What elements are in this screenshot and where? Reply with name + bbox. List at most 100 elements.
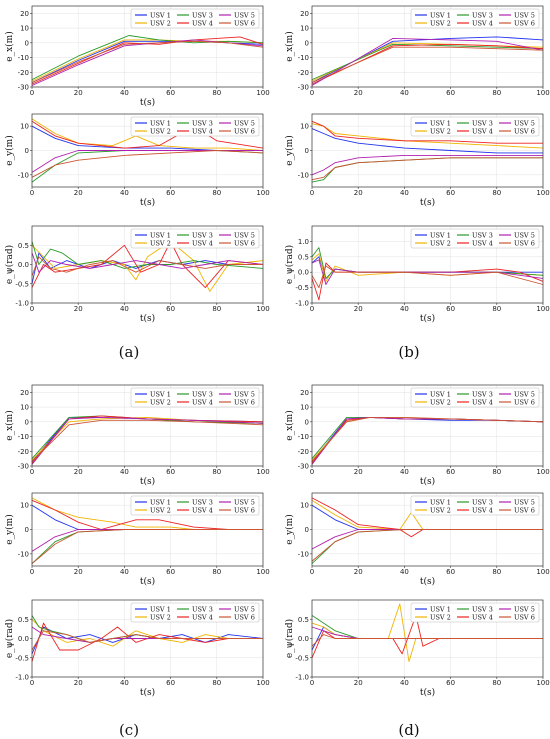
x-tick-label: 80 [212, 568, 221, 576]
series-line-usv6 [311, 634, 543, 647]
x-tick-label: 60 [166, 468, 175, 476]
x-tick-label: 100 [536, 89, 549, 97]
chart-c-8: 0 20 40 60 80 100 -10 0 10 USV 1 USV 3 USV 5 USV 2 US… [4, 492, 270, 587]
x-tick-label: 40 [400, 568, 409, 576]
y-axis-label: e_ψ(rad) [4, 245, 15, 284]
y-tick-label: -10 [18, 171, 29, 179]
chart-a-2: 0 20 40 60 80 100 -10 0 10 USV 1 USV 3 USV 5 USV 2 US… [4, 113, 270, 208]
x-tick-label: 100 [256, 189, 269, 197]
y-tick-label: -10 [298, 550, 309, 558]
legend-entry: USV 3 [472, 119, 493, 127]
series-line-usv3 [311, 43, 544, 81]
series-line-usv4 [31, 499, 263, 530]
y-axis-label: e_ψ(rad) [284, 245, 295, 284]
y-tick-label: 0.0 [298, 269, 309, 277]
legend-entry: USV 4 [472, 506, 493, 514]
legend-entry: USV 6 [514, 239, 535, 247]
x-tick-label: 0 [310, 568, 314, 576]
y-tick-label: 0.5 [18, 242, 29, 250]
y-axis-label: e_x(m) [284, 31, 295, 61]
x-tick-label: 40 [400, 305, 409, 313]
y-tick-label: 10 [300, 502, 309, 510]
legend-entry: USV 2 [150, 613, 171, 621]
plot-frame [31, 384, 264, 467]
legend-entry: USV 5 [234, 390, 255, 398]
legend-entry: USV 2 [150, 19, 171, 27]
x-tick-label: 40 [120, 305, 129, 313]
legend-entry: USV 1 [430, 498, 451, 506]
y-axis-label: e_ψ(rad) [4, 619, 15, 658]
x-axis-label: t(s) [140, 476, 155, 487]
series-line-usv6 [31, 150, 264, 178]
series-line-usv5 [311, 626, 543, 639]
series-line-usv2 [31, 39, 264, 82]
y-tick-label: 20 [300, 10, 309, 18]
legend-entry: USV 4 [472, 127, 493, 135]
legend-entry: USV 3 [192, 605, 213, 613]
y-tick-label: 0 [25, 147, 29, 155]
legend-entry: USV 1 [430, 390, 451, 398]
x-tick-label: 100 [536, 468, 549, 476]
x-axis-label: t(s) [140, 687, 155, 698]
x-axis-label: t(s) [420, 687, 435, 698]
y-tick-label: 10 [20, 123, 29, 131]
legend-entry: USV 1 [150, 605, 171, 613]
x-tick-label: 60 [166, 305, 175, 313]
legend-entry: USV 2 [150, 127, 171, 135]
legend-entry: USV 6 [234, 506, 255, 514]
legend-entry: USV 2 [150, 398, 171, 406]
y-tick-label: 10 [300, 404, 309, 412]
series-line-usv2 [31, 240, 264, 292]
x-tick-label: 40 [400, 89, 409, 97]
x-tick-label: 0 [310, 305, 314, 313]
y-tick-label: -0.5 [15, 280, 29, 288]
series-line-usv6 [31, 40, 264, 84]
series-line-usv6 [311, 416, 544, 462]
legend-entry: USV 2 [430, 19, 451, 27]
x-tick-label: 20 [74, 468, 83, 476]
y-tick-label: -10 [298, 54, 309, 62]
y-tick-label: -10 [18, 433, 29, 441]
legend-entry: USV 3 [472, 605, 493, 613]
series-line-usv3 [31, 150, 264, 183]
y-axis-label: e_y(m) [284, 514, 295, 544]
y-axis-label: e_ψ(rad) [284, 619, 295, 658]
x-axis-label: t(s) [140, 97, 155, 108]
x-axis-label: t(s) [420, 197, 435, 208]
panel-label-b: (b) [398, 343, 419, 361]
x-tick-label: 100 [536, 679, 549, 687]
legend-entry: USV 3 [472, 231, 493, 239]
chart-d-9: 0 20 40 60 80 100 -10 0 10 USV 1 USV 3 USV 5 USV 2 US… [284, 492, 550, 587]
x-tick-label: 100 [256, 305, 269, 313]
y-tick-label: 0.5 [298, 616, 309, 624]
y-tick-label: 0.5 [298, 253, 309, 261]
series-line-usv6 [311, 529, 543, 562]
y-tick-label: 10 [300, 25, 309, 33]
x-tick-label: 20 [74, 679, 83, 687]
x-tick-label: 40 [120, 468, 129, 476]
series-line-usv2 [311, 416, 544, 461]
y-tick-label: 20 [300, 389, 309, 397]
legend-entry: USV 6 [514, 613, 535, 621]
x-tick-label: 0 [30, 305, 34, 313]
y-tick-label: 1.0 [298, 238, 309, 246]
series-line-usv5 [31, 416, 264, 465]
y-tick-label: -0.5 [295, 284, 309, 292]
legend-entry: USV 6 [514, 19, 535, 27]
y-axis-label: e_x(m) [4, 410, 15, 440]
legend-entry: USV 2 [150, 506, 171, 514]
y-tick-label: -1.0 [15, 674, 29, 682]
legend-entry: USV 5 [514, 11, 535, 19]
legend-entry: USV 4 [472, 239, 493, 247]
x-tick-label: 100 [256, 568, 269, 576]
y-axis-label: e_y(m) [4, 135, 15, 165]
x-tick-label: 60 [446, 468, 455, 476]
y-tick-label: 0 [305, 526, 309, 534]
legend-entry: USV 6 [234, 19, 255, 27]
